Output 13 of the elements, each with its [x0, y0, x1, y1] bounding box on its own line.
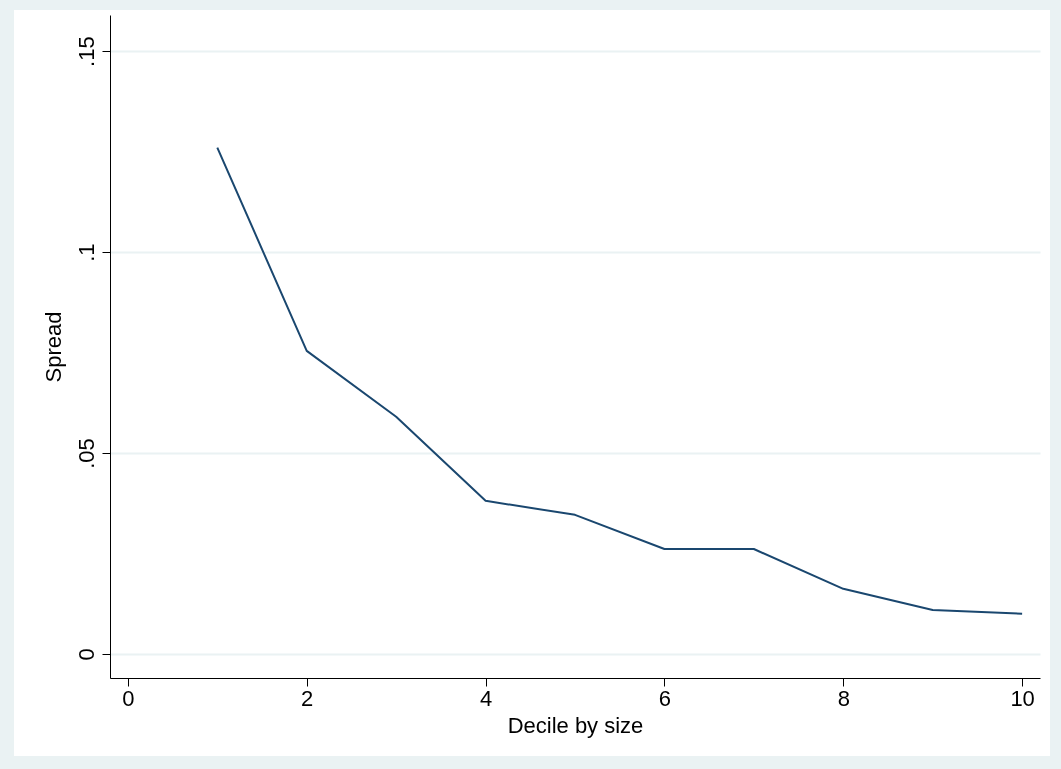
x-tick-label: 4 [479, 685, 493, 711]
y-tick-label: 0 [73, 648, 99, 661]
y-tick-label: .1 [73, 243, 99, 262]
y-axis-title: Spread [40, 311, 66, 383]
x-tick-label: 10 [1010, 685, 1035, 711]
x-tick-label: 2 [301, 685, 314, 711]
y-tick-label: .05 [73, 438, 99, 469]
y-tick-label: .15 [73, 36, 99, 67]
line-series [216, 146, 1024, 615]
x-tick-label: 8 [837, 685, 850, 711]
x-tick-label: 0 [122, 685, 135, 711]
x-axis-title: Decile by size [507, 712, 644, 738]
x-tick-label: 6 [658, 685, 672, 711]
